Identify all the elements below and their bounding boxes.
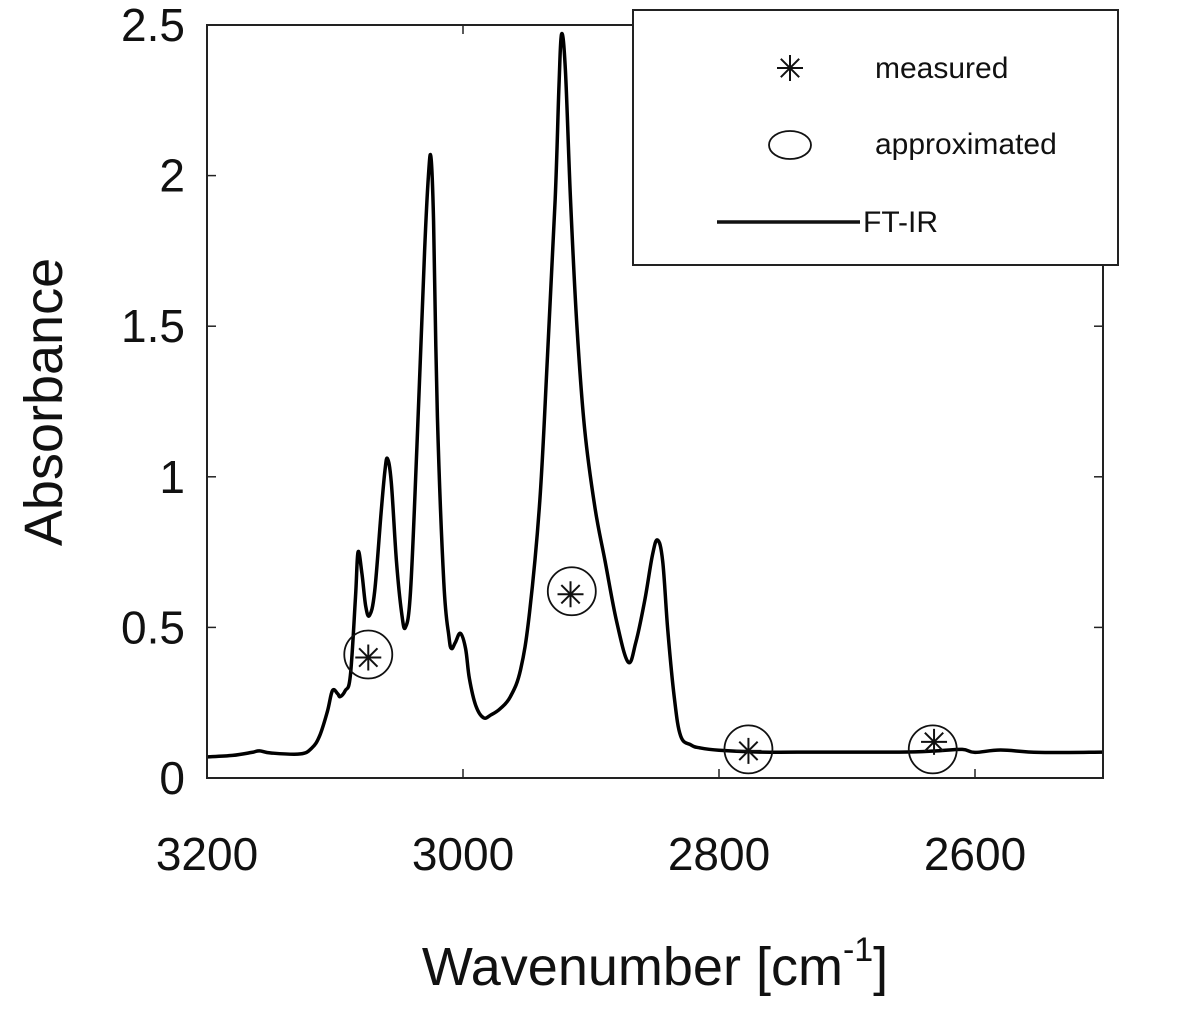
asterisk-stroke: [780, 58, 800, 78]
x-tick-label: 2600: [924, 828, 1026, 880]
approximated-point: [343, 629, 394, 680]
x-tick-labels: 3200 3000 2800 2600: [156, 828, 1026, 880]
x-tick-label: 2800: [668, 828, 770, 880]
y-tick-label: 1.5: [121, 300, 185, 352]
ftir-series-line: [206, 31, 1104, 759]
legend: measured approximated FT-IR: [632, 9, 1119, 266]
y-axis-label: Absorbance: [14, 258, 74, 546]
y-tick-label: 0.5: [121, 601, 185, 653]
approximated-point: [546, 566, 597, 617]
asterisk-stroke: [924, 731, 944, 752]
asterisk-stroke: [358, 647, 379, 668]
y-tick-label: 2: [159, 150, 185, 202]
y-tick-labels: 0 0.5 1 1.5 2 2.5: [121, 0, 185, 804]
x-axis-label: Wavenumber [cm-1]: [422, 931, 888, 997]
x-tick-label: 3000: [412, 828, 514, 880]
legend-label-measured: measured: [875, 52, 1008, 85]
x-tick-label: 3200: [156, 828, 258, 880]
legend-label-approximated: approximated: [875, 128, 1057, 161]
plot-area: [206, 31, 1104, 775]
x-axis-label-close: ]: [873, 937, 888, 997]
approximated-point: [723, 724, 774, 775]
x-axis-label-sup: -1: [843, 931, 873, 969]
legend-box: [632, 9, 1119, 266]
legend-label-ftir: FT-IR: [863, 206, 938, 239]
asterisk-marker: [921, 728, 948, 755]
asterisk-stroke: [738, 740, 759, 761]
y-tick-label: 0: [159, 752, 185, 804]
asterisk-marker: [557, 581, 584, 608]
asterisk-marker: [735, 737, 762, 764]
asterisk-marker: [777, 55, 803, 81]
asterisk-stroke: [560, 584, 581, 605]
approximated-point: [907, 724, 958, 775]
legend-asterisk-icon: [777, 55, 803, 81]
asterisk-marker: [355, 644, 382, 671]
y-tick-label: 1: [159, 451, 185, 503]
y-tick-label: 2.5: [121, 0, 185, 51]
legend-circle-icon: [768, 130, 812, 160]
x-axis-label-main: Wavenumber [cm: [422, 937, 843, 997]
